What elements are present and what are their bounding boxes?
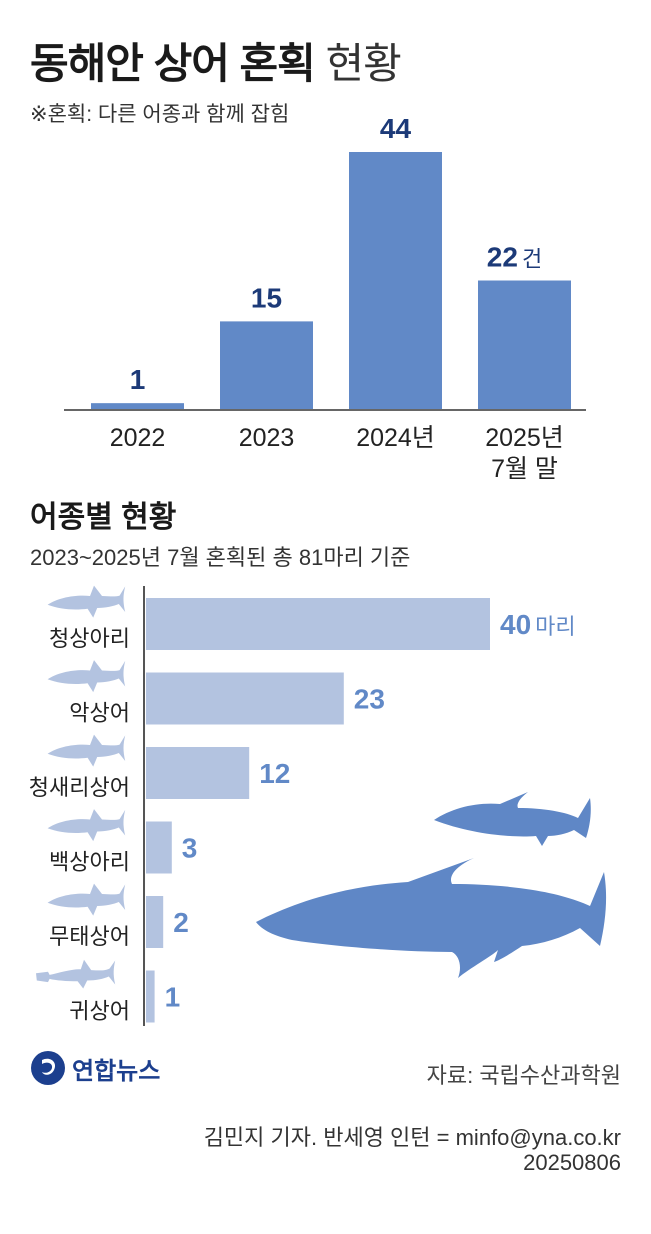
species-value-label: 40 마리 xyxy=(500,609,576,640)
big-shark-icon xyxy=(256,858,607,978)
yonhap-logo-icon xyxy=(31,1051,65,1085)
species-name-label: 청상아리 xyxy=(49,626,130,651)
year-bar xyxy=(220,321,313,409)
year-bar xyxy=(349,152,442,409)
species-name-label: 백상아리 xyxy=(49,850,130,875)
year-bar xyxy=(91,403,184,409)
species-value-label: 2 xyxy=(173,907,189,938)
species-value-label: 23 xyxy=(354,684,385,715)
species-bar xyxy=(146,747,250,799)
species-bar xyxy=(146,821,172,874)
shark-icon xyxy=(47,585,126,618)
title-main: 동해안 상어 혼획 xyxy=(30,40,316,87)
species-value-label: 12 xyxy=(259,758,290,789)
species-name-label: 청새리상어 xyxy=(29,775,130,800)
title-sub: 현황 xyxy=(325,40,402,87)
species-value-label: 1 xyxy=(165,982,181,1013)
yonhap-logo: 연합뉴스 xyxy=(30,1050,160,1086)
hammerhead-shark-icon xyxy=(36,959,116,989)
section-subtitle: 2023~2025년 7월 혼획된 총 81마리 기준 xyxy=(30,545,411,570)
definition-note: ※혼획: 다른 어종과 함께 잡힘 xyxy=(30,103,290,126)
shark-icon xyxy=(47,660,126,693)
shark-icon xyxy=(47,734,126,767)
year-tick-label: 2022 xyxy=(110,424,166,452)
source-text: 자료: 국립수산과학원 xyxy=(426,1063,621,1088)
small-shark-icon xyxy=(434,792,591,846)
species-bar xyxy=(146,896,164,948)
year-value-label: 22 건 xyxy=(487,242,542,273)
species-name-label: 악상어 xyxy=(69,701,130,726)
year-tick-label: 2023 xyxy=(239,424,295,452)
date-text: 20250806 xyxy=(523,1150,621,1175)
year-tick-label: 2024년 xyxy=(356,424,435,452)
year-tick-label: 2025년 xyxy=(485,424,564,452)
year-bar xyxy=(478,280,571,409)
species-bar xyxy=(146,970,155,1023)
year-value-label: 15 xyxy=(251,282,282,313)
shark-icon xyxy=(47,883,126,916)
species-name-label: 무태상어 xyxy=(49,924,130,949)
page-title: 동해안 상어 혼획 현황 xyxy=(30,30,402,91)
year-value-label: 44 xyxy=(380,113,412,144)
section-title: 어종별 현황 xyxy=(30,501,177,534)
logo-text: 연합뉴스 xyxy=(72,1057,161,1085)
year-value-label: 1 xyxy=(130,364,146,395)
credit-text: 김민지 기자. 반세영 인턴 = minfo@yna.co.kr xyxy=(203,1125,621,1150)
year-tick-label-line2: 7월 말 xyxy=(491,455,558,483)
species-bar xyxy=(146,598,490,650)
shark-icon xyxy=(47,809,126,842)
species-bar xyxy=(146,672,344,725)
species-name-label: 귀상어 xyxy=(69,999,130,1024)
yearly-bycatch-chart: 1 2022 15 2023 44 2024년 22 건 2025년 7월 말 xyxy=(64,113,586,483)
species-value-label: 3 xyxy=(182,833,198,864)
